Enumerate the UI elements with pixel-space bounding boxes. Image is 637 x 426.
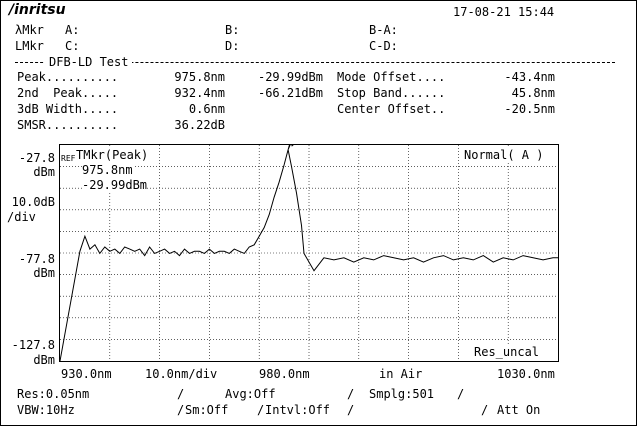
y-scale-unit: /div xyxy=(7,210,36,224)
marker-a: A: xyxy=(65,23,80,37)
sampling-setting[interactable]: Smplg:501 xyxy=(369,387,435,401)
avg-setting[interactable]: Avg:Off xyxy=(225,387,276,401)
marker-c-minus-d: C-D: xyxy=(369,39,398,53)
stop-band-value: 45.8nm xyxy=(511,86,555,100)
x-start: 930.0nm xyxy=(61,367,112,381)
peak-marker-icon xyxy=(287,145,294,150)
grid xyxy=(60,145,558,361)
mode-offset-value: -43.4nm xyxy=(504,70,555,84)
spectrum-svg xyxy=(60,145,558,361)
separator: / xyxy=(177,403,185,417)
x-center: 980.0nm xyxy=(259,367,310,381)
y-mid-level: -77.8 xyxy=(18,252,55,266)
level-marker-label: LMkr xyxy=(15,39,44,53)
peak-level: -29.99dBm xyxy=(257,70,323,84)
y-mid-unit: dBm xyxy=(33,266,55,280)
trace-marker-title: TMkr(Peak) xyxy=(76,148,149,162)
mode-offset-label: Mode Offset.... xyxy=(337,70,446,84)
smoothing-setting[interactable]: Sm:Off xyxy=(185,403,229,417)
separator: / xyxy=(257,403,265,417)
y-ref-level: -27.8 xyxy=(18,151,55,165)
marker-b-minus-a: B-A: xyxy=(369,23,398,37)
x-per-div: 10.0nm/div xyxy=(145,367,218,381)
second-peak-level: -66.21dBm xyxy=(257,86,323,100)
marker-d: D: xyxy=(225,39,240,53)
y-bottom-unit: dBm xyxy=(33,353,55,367)
lambda-marker-label: λMkr xyxy=(15,23,44,37)
medium: in Air xyxy=(379,367,423,381)
smsr-label: SMSR.......... xyxy=(17,118,119,132)
peak-wavelength: 975.8nm xyxy=(174,70,225,84)
marker-c: C: xyxy=(65,39,80,53)
res-uncal-flag: Res_uncal xyxy=(474,345,540,359)
marker-b: B: xyxy=(225,23,240,37)
separator: / xyxy=(347,403,355,417)
second-peak-label: 2nd Peak..... xyxy=(17,86,119,100)
separator: / xyxy=(457,387,465,401)
attenuator-setting[interactable]: Att On xyxy=(497,403,541,417)
y-scale: 10.0dB xyxy=(11,195,55,209)
smsr-value: 36.22dB xyxy=(174,118,225,132)
res-setting[interactable]: Res:0.05nm xyxy=(17,387,90,401)
separator: / xyxy=(347,387,355,401)
second-peak-wavelength: 932.4nm xyxy=(174,86,225,100)
separator: / xyxy=(177,387,185,401)
width-value: 0.6nm xyxy=(188,102,225,116)
vbw-setting[interactable]: VBW:10Hz xyxy=(17,403,75,417)
spectrum-plot[interactable]: REF TMkr(Peak) 975.8nm -29.99dBm Normal(… xyxy=(59,144,559,362)
x-end: 1030.0nm xyxy=(497,367,555,381)
anritsu-logo: /inritsu xyxy=(9,2,66,18)
display-mode: Normal( A ) xyxy=(464,148,544,162)
center-offset-value: -20.5nm xyxy=(504,102,555,116)
trace-marker-wavelength: 975.8nm xyxy=(82,163,133,177)
datetime: 17-08-21 15:44 xyxy=(453,5,555,19)
y-ref-unit: dBm xyxy=(33,165,55,179)
spectrum-trace xyxy=(60,149,558,361)
center-offset-label: Center Offset.. xyxy=(337,102,446,116)
separator: / xyxy=(481,403,489,417)
interval-setting[interactable]: Intvl:Off xyxy=(265,403,331,417)
trace-marker-level: -29.99dBm xyxy=(82,178,148,192)
test-title: DFB-LD Test xyxy=(45,55,133,69)
width-label: 3dB Width..... xyxy=(17,102,119,116)
y-bottom-level: -127.8 xyxy=(11,338,55,352)
test-divider xyxy=(15,62,615,63)
ref-tag: REF xyxy=(61,154,76,163)
peak-label: Peak.......... xyxy=(17,70,119,84)
stop-band-label: Stop Band...... xyxy=(337,86,446,100)
